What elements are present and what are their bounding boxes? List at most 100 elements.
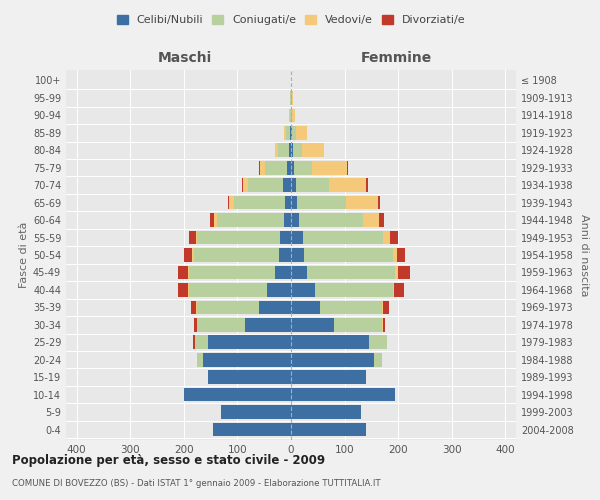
- Bar: [291, 178, 296, 192]
- Bar: [395, 266, 398, 280]
- Bar: [298, 196, 346, 209]
- Bar: [291, 422, 366, 436]
- Bar: [184, 388, 291, 402]
- Bar: [214, 422, 291, 436]
- Bar: [379, 214, 384, 227]
- Bar: [292, 126, 296, 140]
- Text: Maschi: Maschi: [158, 51, 212, 65]
- Bar: [278, 144, 289, 157]
- Bar: [393, 248, 397, 262]
- Bar: [279, 248, 291, 262]
- Bar: [179, 266, 188, 280]
- Bar: [221, 406, 291, 419]
- Bar: [260, 161, 265, 174]
- Bar: [189, 266, 275, 280]
- Bar: [383, 300, 389, 314]
- Bar: [315, 283, 393, 296]
- Bar: [291, 161, 293, 174]
- Bar: [334, 318, 382, 332]
- Bar: [217, 214, 284, 227]
- Bar: [398, 266, 410, 280]
- Y-axis label: Anni di nascita: Anni di nascita: [579, 214, 589, 296]
- Bar: [229, 196, 233, 209]
- Bar: [197, 353, 203, 366]
- Bar: [193, 248, 279, 262]
- Bar: [293, 161, 313, 174]
- Bar: [291, 214, 299, 227]
- Bar: [397, 248, 405, 262]
- Bar: [363, 214, 379, 227]
- Bar: [313, 161, 347, 174]
- Bar: [284, 126, 286, 140]
- Bar: [382, 300, 383, 314]
- Bar: [196, 300, 197, 314]
- Bar: [291, 196, 298, 209]
- Bar: [303, 230, 383, 244]
- Bar: [284, 214, 291, 227]
- Bar: [347, 161, 349, 174]
- Bar: [188, 283, 189, 296]
- Bar: [196, 230, 197, 244]
- Bar: [191, 300, 196, 314]
- Bar: [291, 230, 303, 244]
- Bar: [291, 300, 320, 314]
- Bar: [209, 214, 214, 227]
- Bar: [292, 108, 295, 122]
- Legend: Celibi/Nubili, Coniugati/e, Vedovi/e, Divorziati/e: Celibi/Nubili, Coniugati/e, Vedovi/e, Di…: [115, 12, 467, 28]
- Y-axis label: Fasce di età: Fasce di età: [19, 222, 29, 288]
- Bar: [179, 283, 188, 296]
- Bar: [291, 126, 292, 140]
- Bar: [368, 336, 388, 349]
- Bar: [284, 196, 291, 209]
- Bar: [383, 318, 385, 332]
- Bar: [214, 214, 217, 227]
- Bar: [197, 318, 245, 332]
- Bar: [393, 283, 394, 296]
- Bar: [389, 230, 398, 244]
- Bar: [291, 283, 315, 296]
- Bar: [291, 266, 307, 280]
- Bar: [289, 144, 291, 157]
- Bar: [378, 196, 380, 209]
- Bar: [296, 126, 307, 140]
- Bar: [208, 370, 291, 384]
- Bar: [302, 144, 323, 157]
- Bar: [189, 283, 267, 296]
- Bar: [383, 230, 389, 244]
- Bar: [267, 283, 291, 296]
- Bar: [366, 178, 368, 192]
- Bar: [296, 178, 329, 192]
- Bar: [275, 266, 291, 280]
- Bar: [287, 161, 291, 174]
- Bar: [194, 336, 208, 349]
- Bar: [346, 196, 378, 209]
- Bar: [292, 91, 293, 104]
- Bar: [259, 300, 291, 314]
- Bar: [291, 406, 361, 419]
- Bar: [245, 318, 291, 332]
- Bar: [291, 248, 304, 262]
- Bar: [275, 144, 278, 157]
- Bar: [286, 126, 290, 140]
- Bar: [189, 230, 196, 244]
- Text: Femmine: Femmine: [361, 51, 433, 65]
- Bar: [291, 370, 366, 384]
- Bar: [203, 353, 291, 366]
- Bar: [291, 353, 374, 366]
- Text: Popolazione per età, sesso e stato civile - 2009: Popolazione per età, sesso e stato civil…: [12, 454, 325, 467]
- Bar: [307, 266, 395, 280]
- Bar: [184, 248, 193, 262]
- Bar: [283, 178, 291, 192]
- Bar: [280, 230, 291, 244]
- Bar: [329, 178, 366, 192]
- Bar: [320, 300, 382, 314]
- Bar: [197, 300, 259, 314]
- Bar: [208, 336, 291, 349]
- Bar: [291, 144, 293, 157]
- Bar: [242, 178, 243, 192]
- Bar: [228, 196, 229, 209]
- Bar: [193, 336, 194, 349]
- Bar: [291, 318, 334, 332]
- Bar: [248, 178, 283, 192]
- Bar: [394, 283, 404, 296]
